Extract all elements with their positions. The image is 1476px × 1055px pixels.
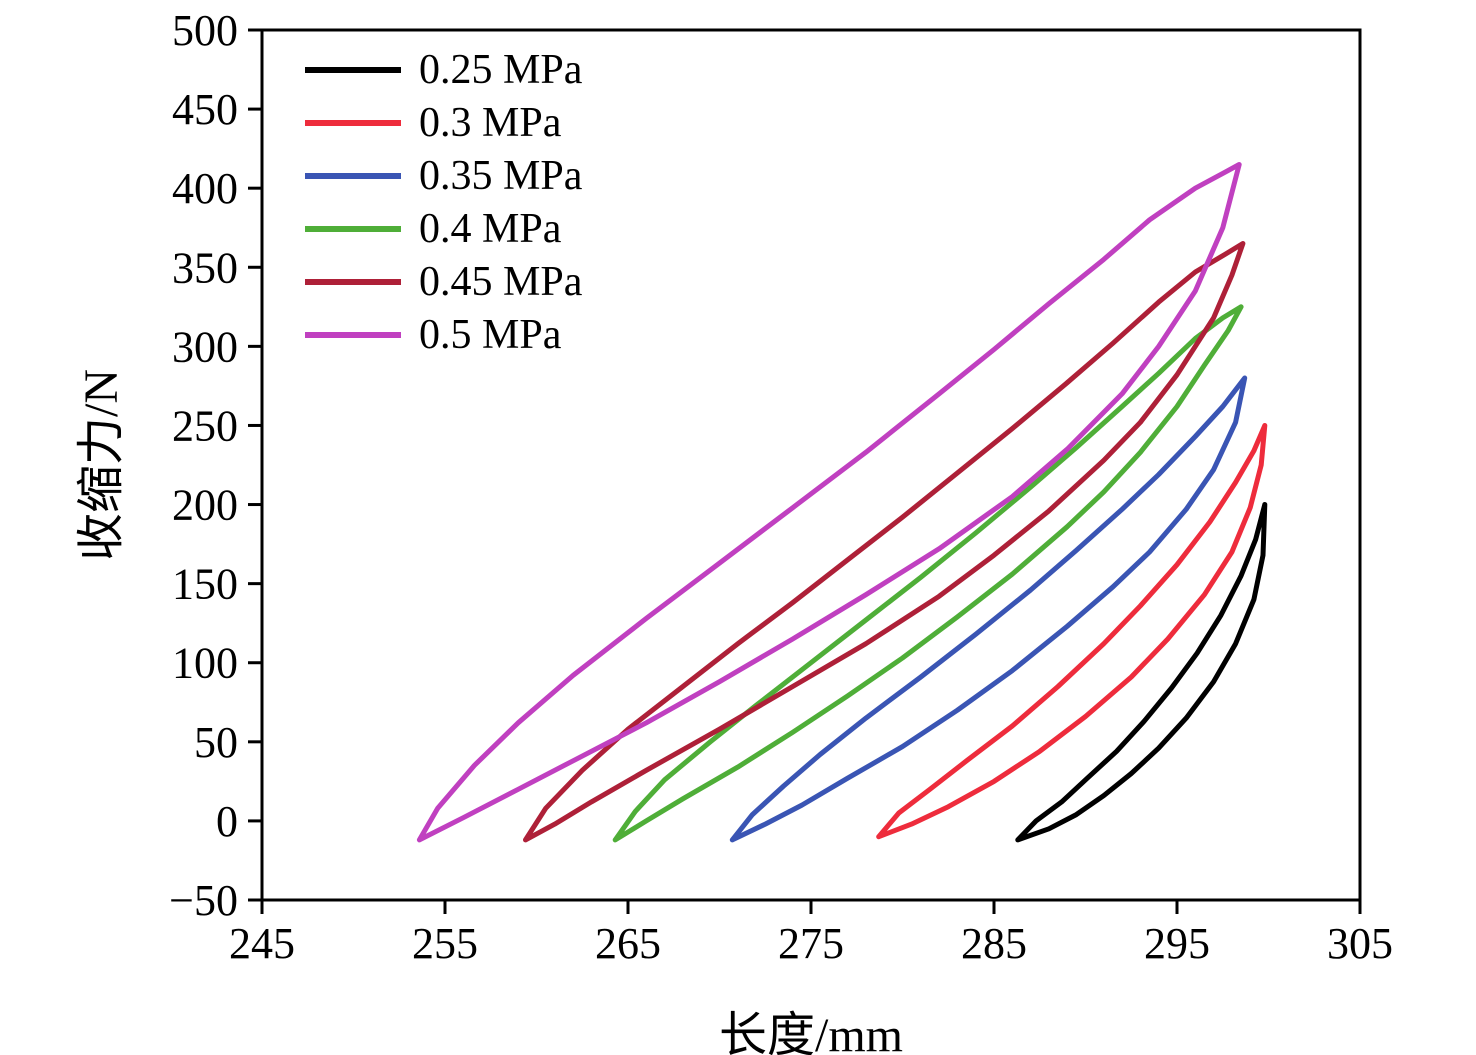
legend-swatch	[305, 67, 401, 73]
legend-swatch	[305, 279, 401, 285]
legend-label: 0.45 MPa	[419, 259, 583, 305]
x-tick-label: 255	[412, 919, 478, 968]
legend-swatch	[305, 226, 401, 232]
legend-label: 0.3 MPa	[419, 100, 562, 146]
x-tick-label: 245	[229, 919, 295, 968]
series-0.35-mpa	[729, 375, 1248, 843]
legend-item: 0.5 MPa	[305, 313, 582, 357]
x-tick-label: 275	[778, 919, 844, 968]
y-tick-label: 0	[216, 797, 238, 846]
legend-item: 0.35 MPa	[305, 154, 582, 198]
legend-item: 0.4 MPa	[305, 207, 582, 251]
y-tick-label: −50	[169, 876, 238, 925]
y-tick-label: 400	[172, 164, 238, 213]
series-0.25-mpa	[1015, 502, 1268, 843]
series-0.3-mpa	[876, 423, 1268, 840]
y-tick-label: 500	[172, 6, 238, 55]
y-tick-label: 100	[172, 639, 238, 688]
y-axis-title: 收缩力/N	[75, 368, 128, 562]
legend-item: 0.45 MPa	[305, 260, 582, 304]
legend-label: 0.35 MPa	[419, 153, 583, 199]
y-tick-label: 250	[172, 401, 238, 450]
x-axis: 245 255 265 275 285 295 305	[229, 900, 1393, 968]
legend-label: 0.25 MPa	[419, 47, 583, 93]
legend-item: 0.25 MPa	[305, 48, 582, 92]
legend-label: 0.4 MPa	[419, 206, 562, 252]
y-tick-label: 300	[172, 322, 238, 371]
legend-item: 0.3 MPa	[305, 101, 582, 145]
y-tick-label: 150	[172, 560, 238, 609]
legend-swatch	[305, 120, 401, 126]
series-0.5-mpa	[416, 162, 1242, 843]
x-tick-label: 265	[595, 919, 661, 968]
series-0.4-mpa	[612, 304, 1244, 843]
x-axis-title: 长度/mm	[718, 1009, 904, 1055]
x-tick-label: 285	[961, 919, 1027, 968]
y-tick-label: 350	[172, 243, 238, 292]
y-tick-label: 50	[194, 718, 238, 767]
x-tick-label: 295	[1144, 919, 1210, 968]
y-tick-label: 200	[172, 481, 238, 530]
y-axis: −50 0 50 100 150 200 250 300 350 400 450 500	[169, 6, 262, 925]
series-0.45-mpa	[523, 241, 1246, 843]
y-tick-label: 450	[172, 85, 238, 134]
legend: 0.25 MPa 0.3 MPa 0.35 MPa 0.4 MPa 0.45 M…	[305, 48, 582, 357]
legend-swatch	[305, 173, 401, 179]
x-tick-label: 305	[1327, 919, 1393, 968]
legend-label: 0.5 MPa	[419, 312, 562, 358]
legend-swatch	[305, 332, 401, 338]
